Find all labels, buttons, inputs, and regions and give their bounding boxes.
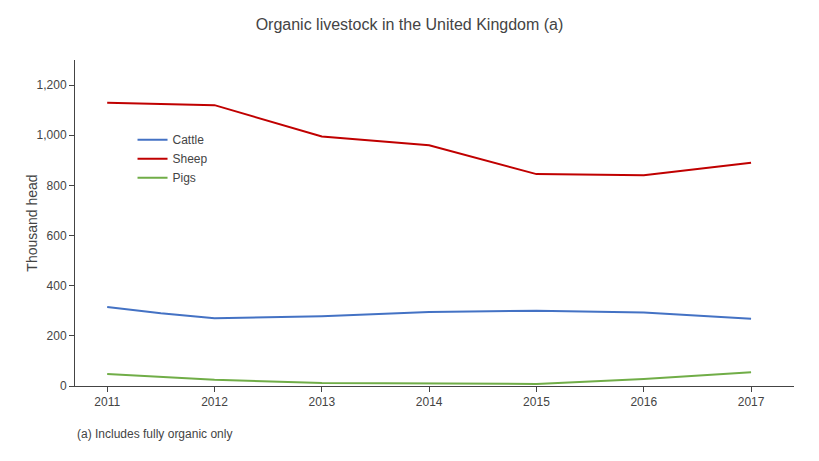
- svg-text:2012: 2012: [201, 395, 228, 409]
- svg-text:Sheep: Sheep: [173, 152, 208, 166]
- svg-text:200: 200: [47, 329, 67, 343]
- svg-text:0: 0: [60, 379, 67, 393]
- svg-text:Pigs: Pigs: [173, 171, 196, 185]
- svg-text:Thousand head: Thousand head: [24, 174, 40, 271]
- svg-text:400: 400: [47, 279, 67, 293]
- svg-text:Organic livestock in the Unite: Organic livestock in the United Kingdom …: [256, 16, 564, 33]
- svg-text:1,200: 1,200: [37, 78, 67, 92]
- svg-text:2014: 2014: [416, 395, 443, 409]
- svg-text:2011: 2011: [94, 395, 120, 409]
- svg-text:2013: 2013: [308, 395, 335, 409]
- svg-text:Cattle: Cattle: [173, 133, 205, 147]
- svg-text:1,000: 1,000: [37, 128, 67, 142]
- svg-text:2015: 2015: [523, 395, 550, 409]
- svg-text:2017: 2017: [738, 395, 765, 409]
- svg-text:(a) Includes fully organic onl: (a) Includes fully organic only: [77, 427, 232, 441]
- svg-text:800: 800: [47, 179, 67, 193]
- svg-text:600: 600: [47, 229, 67, 243]
- svg-text:2016: 2016: [630, 395, 657, 409]
